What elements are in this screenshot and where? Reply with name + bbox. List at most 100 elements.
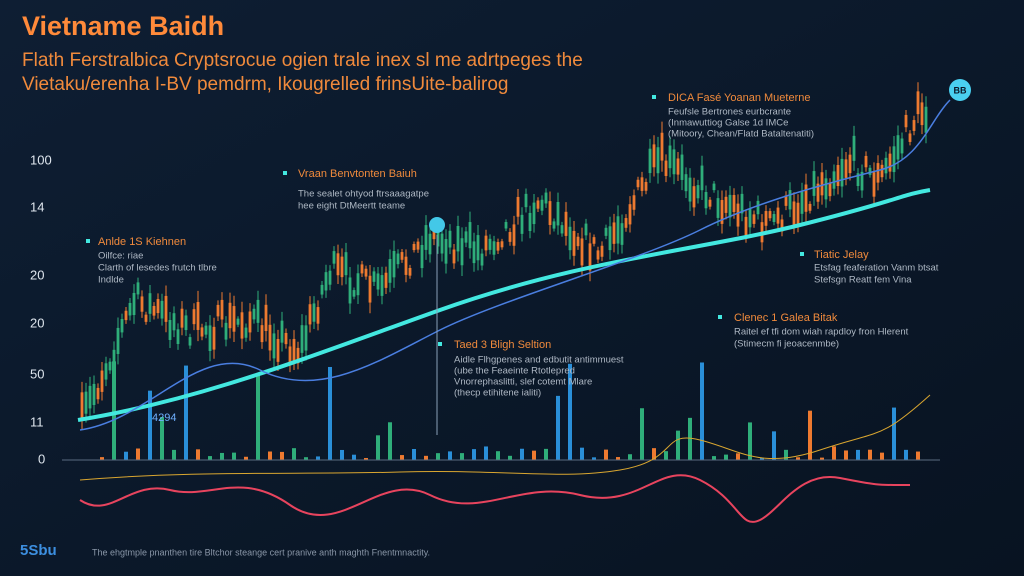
candle-body (312, 303, 316, 322)
candle-body (240, 312, 244, 339)
candle-body (676, 158, 680, 175)
candle-body (184, 315, 188, 331)
candle-body (668, 145, 672, 169)
candle-body (820, 172, 824, 196)
subtitle: Flath Ferstralbica Cryptsrocue ogien tra… (22, 50, 583, 71)
volume-bar (148, 390, 152, 460)
candle-body (232, 306, 236, 332)
candle-body (140, 296, 144, 312)
volume-bar (172, 449, 176, 460)
candle-body (244, 327, 248, 338)
signal-line (79, 394, 931, 481)
candle-body (388, 259, 392, 283)
candle-body (672, 149, 676, 175)
annotation-title: Vraan Benvtonten Baiuh (298, 168, 417, 180)
candle-body (688, 177, 692, 202)
volume-bar (316, 456, 320, 460)
volume-bar (124, 451, 128, 460)
candle-body (876, 163, 880, 183)
candle-body (580, 238, 584, 266)
candle-body (836, 165, 840, 187)
candle-body (816, 183, 820, 202)
candle-body (256, 299, 260, 323)
candle-body (612, 222, 616, 244)
candle-body (276, 339, 280, 362)
candle-body (588, 243, 592, 271)
candle-body (504, 222, 508, 229)
volume-bar (328, 366, 332, 460)
volume-bar (436, 453, 440, 460)
candle-body (268, 324, 272, 351)
candle-body (924, 106, 928, 133)
candle-body (628, 204, 632, 225)
candle-body (728, 194, 732, 218)
candle-body (376, 273, 380, 290)
candle-body (772, 214, 776, 223)
candle-body (788, 190, 792, 210)
candle-body (468, 222, 472, 249)
candle-body (220, 299, 224, 320)
candle-body (512, 224, 516, 246)
candle-body (640, 177, 644, 191)
volume-bar (760, 457, 764, 460)
marker-label: 4294 (152, 412, 176, 424)
volume-bar (892, 407, 896, 460)
annotation-text: Feufsle Bertrones eurbcrante (668, 107, 791, 118)
candle-body (572, 230, 576, 256)
candle-body (748, 208, 752, 228)
annotation-text: Etsfag feaferation Vanm btsat (814, 263, 939, 274)
volume-bar (280, 451, 284, 460)
candle-body (328, 270, 332, 285)
trend-line (77, 188, 931, 422)
candle-body (696, 185, 700, 199)
candle-body (528, 212, 532, 232)
candle-body (868, 167, 872, 175)
volume-bar (868, 449, 872, 460)
candle-body (904, 114, 908, 128)
volume-bar (244, 456, 248, 460)
annotation-text: (ube the Feaeinte Rtotlepred (454, 366, 575, 377)
candle-body (584, 223, 588, 236)
annotation: Tiatic Jelay Etsfag feaferation Vanm bts… (800, 249, 939, 286)
volume-bar (556, 395, 560, 460)
candle-body (476, 235, 480, 261)
volume-bar (196, 449, 200, 460)
annotation-text: Indlde (98, 275, 124, 286)
candle-body (428, 233, 432, 255)
volume-bar (388, 422, 392, 460)
candle-body (104, 363, 108, 380)
candle-body (856, 173, 860, 187)
candle-body (632, 195, 636, 210)
candle-body (624, 218, 628, 228)
candle-body (880, 164, 884, 178)
title: Vietname Baidh (22, 11, 224, 41)
candle-body (424, 225, 428, 250)
candle-body (216, 304, 220, 317)
candle-body (96, 387, 100, 400)
footer-logo: 5Sbu (20, 542, 57, 559)
candle-body (916, 91, 920, 115)
volume-bar (136, 448, 140, 460)
candle-body (708, 199, 712, 207)
candle-body (736, 203, 740, 227)
candle-body (436, 228, 440, 247)
candle-body (756, 200, 760, 215)
axis-label: 14 (30, 199, 44, 214)
candle-body (908, 133, 912, 142)
candle-body (524, 193, 528, 208)
blue-line (79, 99, 951, 431)
candle-body (368, 275, 372, 303)
volume-bar (532, 450, 536, 460)
candle-body (636, 179, 640, 188)
candle-body (164, 295, 168, 322)
candle-body (604, 227, 608, 236)
candle-body (352, 290, 356, 297)
annotation-title: Taed 3 Bligh Seltion (454, 339, 551, 351)
volume-bar (472, 449, 476, 460)
candle-body (92, 383, 96, 405)
candle-body (464, 231, 468, 243)
candle-body (196, 302, 200, 330)
candle-body (260, 325, 264, 343)
candle-body (152, 305, 156, 316)
volume-bar (676, 430, 680, 460)
